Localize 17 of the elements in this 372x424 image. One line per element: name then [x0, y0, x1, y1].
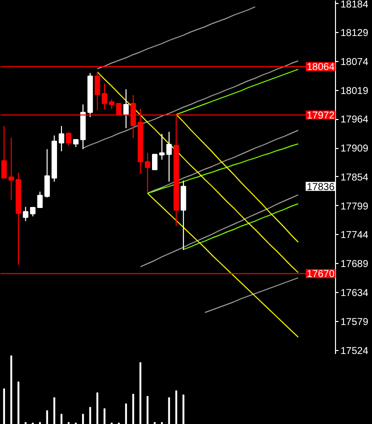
- ref-line-label: 17972: [306, 110, 335, 122]
- y-tick-label: 17964: [340, 114, 369, 126]
- ref-line-label: 17670: [306, 269, 335, 280]
- y-tick-label: 18074: [340, 56, 369, 68]
- y-tick-label: 18129: [340, 28, 369, 40]
- y-tick-label: 18019: [340, 86, 369, 97]
- ref-line-label: 18064: [306, 62, 335, 74]
- y-tick-label: 17799: [340, 201, 369, 212]
- y-tick-label: 17524: [340, 346, 369, 357]
- y-tick-label: 17909: [340, 144, 369, 155]
- y-tick-label: 18184: [340, 0, 369, 10]
- y-tick-label: 17744: [340, 230, 369, 242]
- y-tick-label: 17854: [340, 172, 369, 184]
- text: 17836: [306, 182, 335, 193]
- y-tick-label: 17634: [340, 288, 369, 300]
- y-tick-label: 17579: [340, 316, 369, 328]
- y-tick-label: 17689: [340, 259, 369, 270]
